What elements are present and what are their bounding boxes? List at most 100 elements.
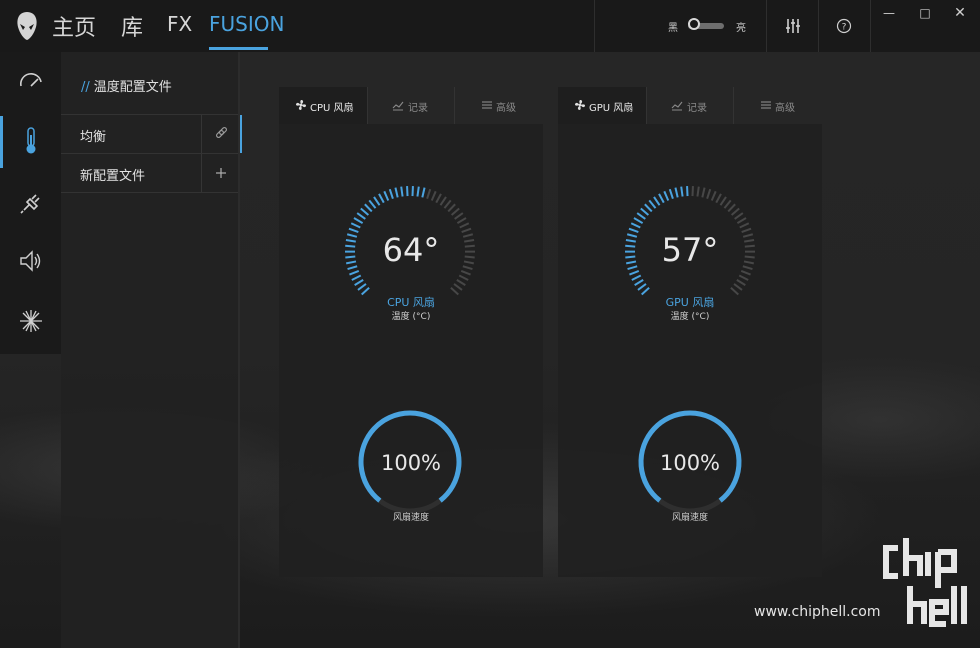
temperature-tick	[730, 207, 740, 216]
temperature-value: 57°	[661, 231, 719, 269]
profile-item-label: 均衡	[80, 130, 107, 145]
nav-fusion[interactable]: FUSION	[209, 12, 285, 36]
temperature-tick	[674, 187, 679, 198]
temperature-tick	[640, 207, 650, 216]
maximize-icon[interactable]: □	[919, 6, 931, 20]
tab-fan[interactable]: CPU 风扇	[279, 87, 367, 124]
temperature-tick	[368, 199, 377, 209]
temperature-tick	[360, 207, 370, 216]
module-rail	[0, 52, 61, 354]
rail-item-thermal[interactable]	[0, 110, 61, 168]
theme-toggle-track[interactable]	[688, 23, 724, 29]
panel-title-text: 温度配置文件	[93, 80, 172, 95]
temperature-unit-label: 温度 (°C)	[391, 312, 431, 322]
tab-advanced[interactable]: 高级	[734, 87, 822, 124]
svg-text:?: ?	[842, 23, 847, 33]
temperature-tick	[348, 227, 359, 234]
power-plug-icon	[20, 194, 40, 214]
chart-icon	[671, 101, 683, 111]
temperature-tick	[730, 287, 739, 296]
alienware-logo-icon[interactable]	[12, 10, 42, 42]
temperature-tick	[625, 238, 636, 243]
temperature-tick	[739, 222, 750, 229]
tab-history[interactable]: 记录	[647, 87, 733, 124]
nav-active-indicator	[209, 47, 268, 50]
theme-light-label: 亮	[736, 23, 746, 34]
profile-item-balanced[interactable]: 均衡	[61, 114, 242, 153]
temperature-tick	[631, 274, 642, 281]
temperature-tick	[630, 222, 641, 229]
temperature-tick	[462, 233, 474, 238]
temperature-tick	[373, 196, 381, 206]
temperature-tick	[346, 233, 358, 238]
temperature-tick	[742, 265, 753, 271]
nav-fx[interactable]: FX	[167, 12, 193, 36]
temperature-tick	[400, 186, 404, 197]
temperature-tick	[453, 283, 463, 291]
chiphell-logo-icon	[883, 538, 967, 627]
temperature-tick	[734, 212, 744, 220]
theme-dark-label: 黑	[668, 23, 678, 34]
tab-label: 记录	[408, 103, 428, 114]
temperature-tick	[388, 188, 394, 200]
divider	[454, 87, 455, 124]
temperature-unit-label: 温度 (°C)	[670, 312, 710, 322]
thermometer-icon	[26, 127, 36, 154]
temperature-tick	[743, 260, 755, 265]
temperature-tick	[454, 212, 464, 220]
temperature-tick	[628, 227, 639, 234]
temperature-tick	[710, 190, 717, 201]
gpu-fan-card: GPU 风扇 记录 高级 57° GPU 风扇 温度 (°C) 100% 风扇速…	[558, 87, 822, 577]
tab-advanced[interactable]: 高级	[455, 87, 543, 124]
fan-icon	[575, 100, 585, 110]
rail-item-lighting[interactable]	[0, 292, 61, 350]
temperature-tick	[634, 279, 644, 286]
temperature-tick	[738, 274, 749, 281]
nav-home[interactable]: 主页	[52, 16, 97, 41]
help-icon[interactable]: ?	[832, 14, 856, 38]
temperature-tick	[626, 233, 638, 238]
temperature-tick	[644, 203, 653, 213]
sliders-icon	[761, 101, 771, 109]
temperature-tick	[354, 279, 364, 286]
profile-panel: //温度配置文件 均衡 新配置文件	[61, 52, 242, 648]
link-button[interactable]	[201, 115, 240, 153]
temperature-tick	[464, 255, 475, 259]
temperature-tick	[740, 270, 751, 276]
tab-label: CPU 风扇	[310, 103, 354, 114]
temperature-tick	[723, 199, 732, 209]
minimize-icon[interactable]: —	[883, 6, 895, 20]
tab-label: 记录	[687, 103, 707, 114]
close-icon[interactable]: ✕	[954, 5, 966, 21]
rail-item-audio[interactable]	[0, 232, 61, 290]
temperature-tick	[696, 186, 700, 197]
theme-toggle-knob[interactable]	[688, 18, 700, 30]
sliders-icon	[482, 101, 492, 109]
plus-icon	[216, 168, 226, 178]
temperature-tick	[633, 217, 644, 224]
rail-item-power[interactable]	[0, 174, 61, 232]
temperature-tick	[347, 265, 358, 271]
temperature-tick	[439, 196, 447, 206]
temperature-tick	[736, 217, 747, 224]
nav-library[interactable]: 库	[121, 16, 144, 41]
temperature-tick	[345, 244, 356, 248]
temperature-tick	[349, 270, 360, 276]
add-profile-button[interactable]	[201, 154, 240, 192]
temperature-tick	[435, 193, 442, 204]
rail-item-performance[interactable]	[0, 52, 61, 110]
temperature-tick	[456, 217, 467, 224]
equalizer-icon[interactable]	[781, 14, 805, 38]
tab-history[interactable]: 记录	[368, 87, 454, 124]
temperature-tick	[741, 227, 752, 234]
temperature-tick	[733, 283, 743, 291]
tab-fan[interactable]: GPU 风扇	[558, 87, 646, 124]
temperature-tick	[727, 203, 736, 213]
tab-label: 高级	[496, 103, 516, 114]
divider	[238, 52, 240, 648]
temperature-tick	[430, 190, 437, 201]
fan-speed-arc	[358, 410, 462, 503]
temperature-tick	[668, 188, 674, 200]
profile-item-new[interactable]: 新配置文件	[61, 153, 239, 193]
temperature-tick	[350, 222, 361, 229]
